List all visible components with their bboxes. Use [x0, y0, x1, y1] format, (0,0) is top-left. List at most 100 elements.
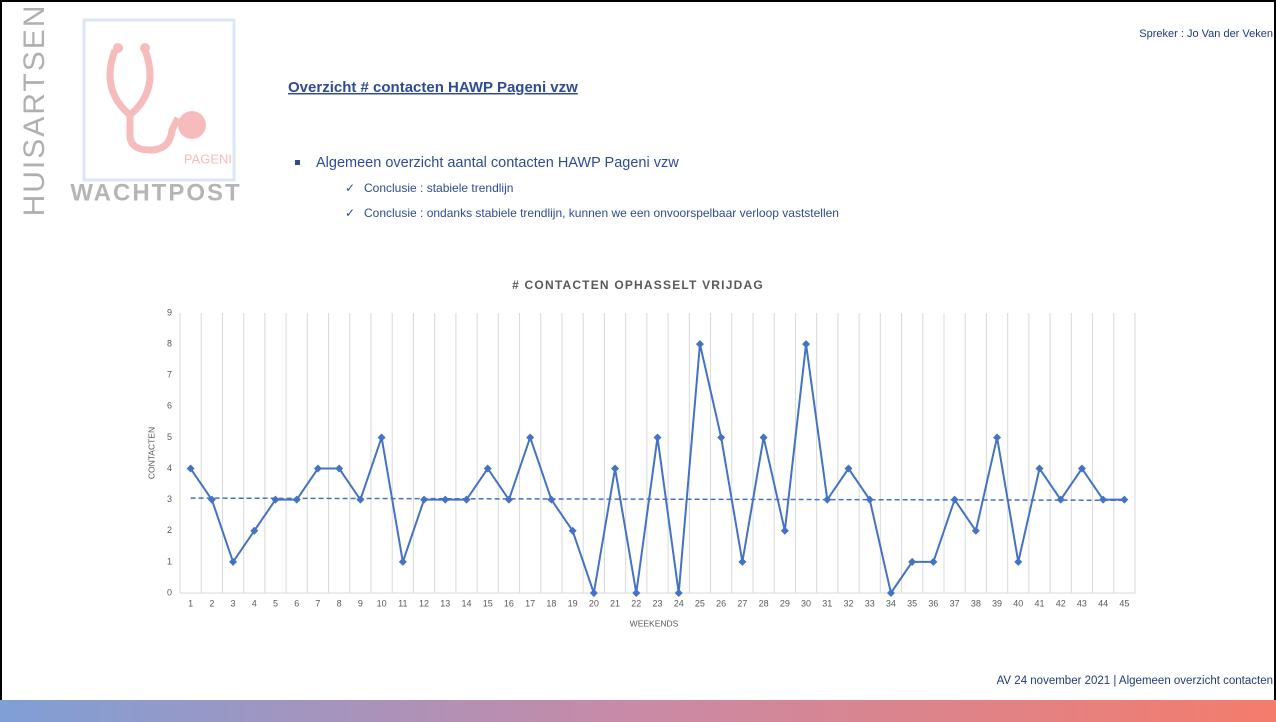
marker — [1077, 464, 1086, 473]
heading: Overzicht # contacten HAWP Pageni vzw — [288, 79, 578, 96]
x-tick-label: 20 — [589, 598, 599, 608]
marker — [526, 433, 535, 442]
y-tick-label: 5 — [167, 432, 172, 442]
marker — [1035, 464, 1044, 473]
x-axis-label: WEEKENDS — [630, 618, 679, 628]
marker — [462, 495, 471, 504]
earpiece — [140, 43, 150, 53]
y-tick-label: 7 — [167, 370, 172, 380]
x-tick-label: 13 — [440, 598, 450, 608]
marker — [802, 340, 811, 349]
bullet-square — [295, 160, 300, 165]
y-tick-label: 1 — [167, 556, 172, 566]
x-tick-label: 15 — [483, 598, 493, 608]
x-tick-label: 43 — [1077, 598, 1087, 608]
x-tick-label: 22 — [631, 598, 641, 608]
marker — [717, 433, 726, 442]
marker — [1099, 495, 1108, 504]
x-tick-label: 10 — [377, 598, 387, 608]
logo-frame — [82, 18, 236, 182]
marker — [738, 557, 747, 566]
marker — [844, 464, 853, 473]
x-tick-label: 24 — [674, 598, 684, 608]
x-tick-label: 16 — [504, 598, 514, 608]
marker — [865, 495, 874, 504]
marker — [271, 495, 280, 504]
check: ✓ — [345, 181, 355, 195]
marker — [759, 433, 768, 442]
x-tick-label: 3 — [231, 598, 236, 608]
y-tick-label: 3 — [167, 494, 172, 504]
check: ✓ — [345, 206, 355, 220]
marker — [377, 433, 386, 442]
marker — [1056, 495, 1065, 504]
marker — [547, 495, 556, 504]
x-tick-label: 17 — [525, 598, 535, 608]
x-tick-label: 9 — [358, 598, 363, 608]
x-tick-label: 37 — [950, 598, 960, 608]
x-tick-label: 39 — [992, 598, 1002, 608]
x-tick-label: 38 — [971, 598, 981, 608]
marker — [674, 589, 683, 597]
footer-band — [0, 700, 1276, 722]
y-tick-label: 2 — [167, 525, 172, 535]
marker — [632, 589, 641, 597]
x-tick-label: 4 — [252, 598, 257, 608]
x-tick-label: 34 — [886, 598, 896, 608]
chestpiece — [178, 111, 206, 139]
x-tick-label: 35 — [907, 598, 917, 608]
x-tick-label: 26 — [716, 598, 726, 608]
x-tick-label: 44 — [1098, 598, 1108, 608]
logo-brand: PAGENI — [184, 151, 232, 166]
x-tick-label: 45 — [1119, 598, 1129, 608]
marker — [908, 557, 917, 566]
subbullet: Conclusie : ondanks stabiele trendlijn, … — [364, 206, 839, 220]
y-tick-label: 9 — [167, 307, 172, 317]
x-tick-label: 21 — [610, 598, 620, 608]
marker — [780, 526, 789, 535]
y-tick-label: 4 — [167, 463, 172, 473]
marker — [504, 495, 513, 504]
x-tick-label: 6 — [294, 598, 299, 608]
marker — [420, 495, 429, 504]
x-tick-label: 31 — [822, 598, 832, 608]
marker — [356, 495, 365, 504]
x-tick-label: 8 — [337, 598, 342, 608]
subbullet: Conclusie : stabiele trendlijn — [364, 181, 513, 195]
chart-title: # CONTACTEN OPHASSELT VRIJDAG — [512, 278, 764, 292]
logo: HUISARTSEN PAGENI WACHTPOST — [18, 4, 240, 217]
logo-vertical: HUISARTSEN — [18, 4, 51, 217]
trendline — [190, 497, 1125, 502]
marker — [1014, 557, 1023, 566]
marker — [611, 464, 620, 473]
x-tick-label: 1 — [188, 598, 193, 608]
x-tick-label: 25 — [695, 598, 705, 608]
x-tick-label: 30 — [801, 598, 811, 608]
x-tick-label: 32 — [843, 598, 853, 608]
marker — [292, 495, 301, 504]
marker — [971, 526, 980, 535]
marker — [313, 464, 322, 473]
earpiece — [113, 43, 123, 53]
x-tick-label: 29 — [780, 598, 790, 608]
x-tick-label: 7 — [315, 598, 320, 608]
marker — [250, 526, 259, 535]
marker — [929, 557, 938, 566]
x-tick-label: 5 — [273, 598, 278, 608]
marker — [186, 464, 195, 473]
marker — [229, 557, 238, 566]
marker — [568, 526, 577, 535]
y-axis-label: CONTACTEN — [146, 427, 156, 479]
footer: AV 24 november 2021 | Algemeen overzicht… — [997, 675, 1273, 687]
marker — [695, 340, 704, 349]
marker — [335, 464, 344, 473]
x-tick-label: 36 — [928, 598, 938, 608]
x-tick-label: 27 — [737, 598, 747, 608]
x-tick-label: 14 — [461, 598, 471, 608]
x-tick-label: 33 — [865, 598, 875, 608]
marker — [653, 433, 662, 442]
stethoscope-tube — [126, 115, 182, 154]
x-tick-label: 2 — [209, 598, 214, 608]
marker — [886, 589, 895, 597]
